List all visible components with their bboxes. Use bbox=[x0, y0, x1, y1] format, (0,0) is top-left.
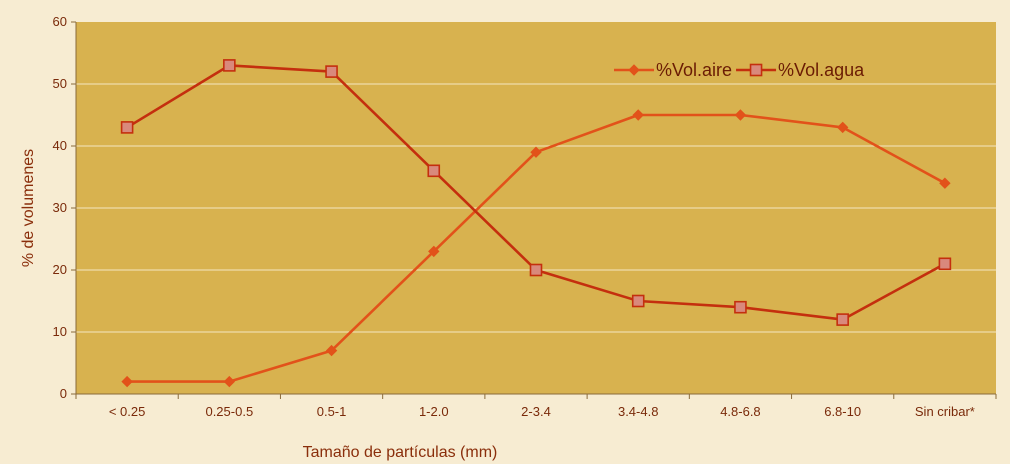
x-axis-title: Tamaño de partículas (mm) bbox=[303, 444, 498, 461]
x-tick-label: 6.8-10 bbox=[824, 404, 861, 419]
legend-marker bbox=[749, 63, 763, 77]
x-tick-label: 4.8-6.8 bbox=[720, 404, 760, 419]
y-tick-label: 20 bbox=[53, 262, 67, 277]
series-diamond bbox=[121, 109, 951, 388]
data-point bbox=[836, 121, 849, 134]
data-point bbox=[529, 263, 543, 277]
data-point bbox=[734, 300, 747, 314]
data-point bbox=[734, 109, 747, 121]
data-point bbox=[428, 245, 440, 258]
legend-label: %Vol.agua bbox=[778, 60, 865, 80]
data-point bbox=[223, 375, 236, 388]
x-tick-label: 3.4-4.8 bbox=[618, 404, 658, 419]
data-point bbox=[325, 65, 338, 78]
legend-item: %Vol.agua bbox=[736, 60, 865, 80]
data-point bbox=[427, 164, 441, 178]
series-square bbox=[120, 59, 952, 326]
data-point bbox=[939, 177, 951, 189]
data-point bbox=[836, 313, 849, 326]
y-axis-ticks: 0 10 20 30 40 50 60 bbox=[53, 14, 76, 401]
data-point bbox=[121, 375, 133, 388]
data-point bbox=[325, 344, 338, 357]
data-point bbox=[223, 59, 236, 72]
data-point bbox=[938, 257, 952, 271]
data-point bbox=[631, 294, 645, 308]
x-tick-label: 1-2.0 bbox=[419, 404, 449, 419]
y-tick-label: 30 bbox=[53, 200, 67, 215]
x-tick-label: < 0.25 bbox=[109, 404, 146, 419]
x-axis-ticks: < 0.25 0.25-0.5 0.5-1 1-2.0 2-3.4 3.4-4.8 4.8-… bbox=[75, 394, 997, 419]
data-point bbox=[120, 121, 134, 134]
y-tick-label: 0 bbox=[60, 386, 67, 401]
x-tick-label: Sin cribar* bbox=[915, 404, 975, 419]
legend-marker bbox=[628, 64, 640, 76]
legend-label: %Vol.aire bbox=[656, 60, 732, 80]
y-tick-label: 40 bbox=[53, 138, 67, 153]
y-tick-label: 50 bbox=[53, 76, 67, 91]
y-tick-label: 10 bbox=[53, 324, 67, 339]
series-layer bbox=[120, 59, 952, 388]
y-tick-label: 60 bbox=[53, 14, 67, 29]
legend-item: %Vol.aire bbox=[614, 60, 732, 80]
data-point bbox=[632, 109, 644, 121]
x-tick-label: 2-3.4 bbox=[521, 404, 551, 419]
legend: %Vol.aire %Vol.agua bbox=[614, 60, 865, 80]
x-tick-label: 0.5-1 bbox=[317, 404, 347, 419]
data-point bbox=[530, 146, 542, 158]
x-tick-label: 0.25-0.5 bbox=[205, 404, 253, 419]
gridlines bbox=[76, 83, 996, 333]
y-axis-title: % de volumenes bbox=[20, 149, 37, 267]
